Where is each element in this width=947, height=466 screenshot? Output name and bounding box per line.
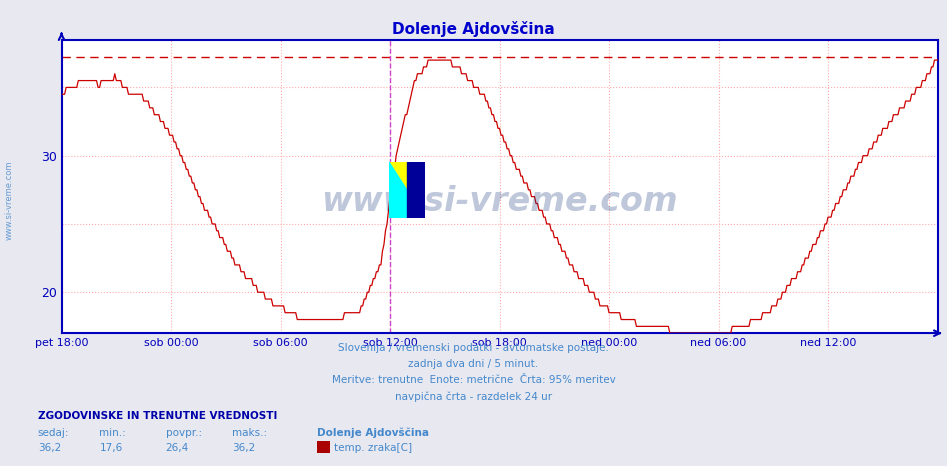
Text: Slovenija / vremenski podatki - avtomatske postaje.: Slovenija / vremenski podatki - avtomats… <box>338 343 609 352</box>
Polygon shape <box>389 162 425 218</box>
Text: temp. zraka[C]: temp. zraka[C] <box>334 443 412 452</box>
Text: www.si-vreme.com: www.si-vreme.com <box>321 185 678 218</box>
Text: maks.:: maks.: <box>232 428 267 438</box>
Text: 26,4: 26,4 <box>166 443 189 452</box>
Text: www.si-vreme.com: www.si-vreme.com <box>5 161 14 240</box>
Text: Dolenje Ajdovščina: Dolenje Ajdovščina <box>392 21 555 37</box>
Text: min.:: min.: <box>99 428 126 438</box>
Text: povpr.:: povpr.: <box>166 428 202 438</box>
Text: 17,6: 17,6 <box>99 443 123 452</box>
Text: ZGODOVINSKE IN TRENUTNE VREDNOSTI: ZGODOVINSKE IN TRENUTNE VREDNOSTI <box>38 411 277 421</box>
Text: Dolenje Ajdovščina: Dolenje Ajdovščina <box>317 428 429 439</box>
Text: navpična črta - razdelek 24 ur: navpična črta - razdelek 24 ur <box>395 391 552 402</box>
Text: 36,2: 36,2 <box>38 443 62 452</box>
Text: zadnja dva dni / 5 minut.: zadnja dva dni / 5 minut. <box>408 359 539 369</box>
Polygon shape <box>407 162 425 218</box>
Text: Meritve: trenutne  Enote: metrične  Črta: 95% meritev: Meritve: trenutne Enote: metrične Črta: … <box>331 375 616 385</box>
Text: sedaj:: sedaj: <box>38 428 69 438</box>
Text: 36,2: 36,2 <box>232 443 256 452</box>
Polygon shape <box>389 162 425 218</box>
